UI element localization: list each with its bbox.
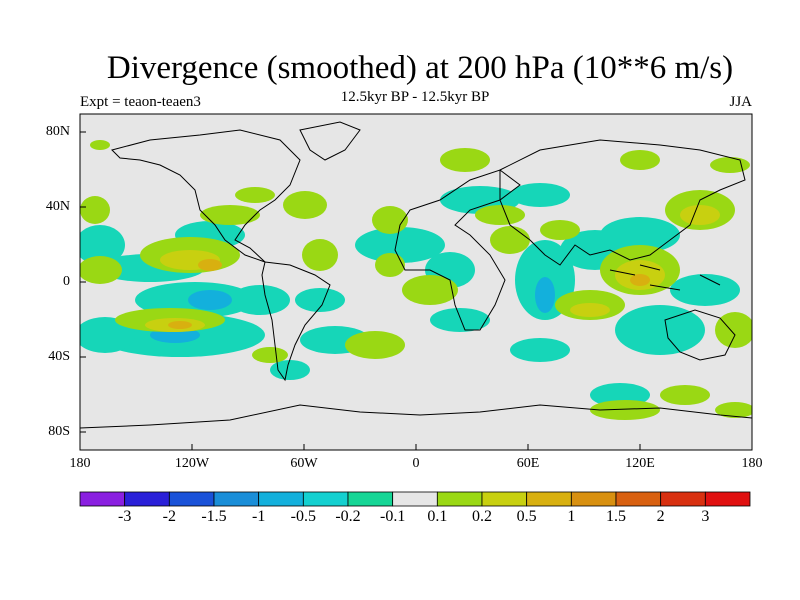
field-blob [510,338,570,362]
field-blob [600,217,680,253]
coast-south-america [261,261,331,382]
lon-label-120w: 120W [174,456,210,471]
lat-label-eq: 0 [63,274,70,289]
colorbar-swatch [481,491,528,507]
colorbar-label: 1 [567,508,576,525]
colorbar-label: -2 [162,508,176,525]
colorbar-label: -3 [117,508,132,525]
colorbar-label: 0.1 [427,508,448,525]
coast-australia [664,309,736,361]
lat-label-40n: 40N [45,199,70,214]
field-blob [80,225,125,265]
field-blob [198,259,222,271]
colorbar-label: -0.2 [335,508,361,525]
field-blob [430,308,490,332]
map-subtitle: 12.5kyr BP - 12.5kyr BP [340,89,490,105]
field-blob [90,140,110,150]
colorbar-swatch [79,491,126,507]
coast-islands [609,264,721,291]
colorbar-swatch [213,491,260,507]
field-blob [475,205,525,225]
map-title: Divergence (smoothed) at 200 hPa (10**6 … [106,50,734,86]
lon-label-0: 0 [412,456,420,471]
field-blob [375,253,405,277]
field-blob [490,226,530,254]
field-blob [710,157,750,173]
field-blob [345,331,405,359]
season-label: JJA [729,94,752,110]
colorbar-swatch [392,491,438,507]
field-blob [200,205,260,225]
colorbar-swatch [347,491,394,507]
field-blob [302,239,338,271]
lat-label-40s: 40S [48,349,70,364]
colorbar-swatch [302,491,349,507]
field-blob [230,285,290,315]
colorbar-label: 0.2 [472,508,492,525]
colorbar-label: 1.5 [606,508,626,525]
lon-label-60e: 60E [516,456,540,471]
colorbar-label: -0.1 [379,508,406,525]
lat-label-80n: 80N [45,124,70,139]
field-blob [402,275,458,305]
field-blob [440,148,490,172]
field-blob [540,220,580,240]
lon-label-120e: 120E [625,456,655,471]
field-blob [80,256,122,284]
field-blob [510,183,570,207]
axis-ticks [79,131,753,450]
colorbar-swatch [570,491,617,507]
coast-asia [499,139,746,266]
coast-europe-africa [394,169,521,331]
field-blob [590,400,660,420]
lon-label-180w: 180 [69,456,91,471]
field-blob [252,347,288,363]
colorbar-swatch [124,491,170,507]
field-blob [660,385,710,405]
field-blob [270,360,310,380]
field-blob [235,187,275,203]
field-blob [670,274,740,306]
colorbar-swatch [168,491,215,507]
field-blob [620,150,660,170]
field-blob [283,191,327,219]
coast-antarctica [80,404,752,429]
field-blob [295,288,345,312]
field-blob [168,321,192,329]
colorbar-label: 3 [701,508,710,525]
lon-label-60w: 60W [290,456,318,471]
coastlines [80,121,752,429]
field-blob [372,206,408,234]
colorbar-swatch [660,491,706,507]
colorbar-swatch [436,491,483,507]
field-blob [615,305,705,355]
coast-greenland [299,121,361,161]
divergence-field [80,140,752,420]
field-blob [715,312,752,348]
field-blob [630,274,650,286]
field-blob [570,303,610,317]
colorbar [79,491,751,507]
colorbar-label: -1.5 [201,508,227,525]
coast-north-america [111,129,301,263]
field-blob [355,227,445,263]
colorbar-label: -1 [251,508,266,525]
colorbar-label: 0.5 [516,508,537,525]
experiment-label: Expt = teaon-teaen3 [80,94,201,110]
field-blob [535,277,555,313]
colorbar-label: 2 [656,508,665,525]
field-blob [715,402,752,418]
lat-label-80s: 80S [48,424,70,439]
lon-label-180e: 180 [741,456,763,471]
colorbar-swatch [704,491,751,507]
colorbar-swatch [526,491,572,507]
field-blob [188,290,232,310]
field-blob [680,205,720,225]
colorbar-swatch [615,491,662,507]
colorbar-label: -0.5 [290,508,316,525]
field-blob [80,317,135,353]
colorbar-swatch [258,491,304,507]
field-blob [80,196,110,224]
